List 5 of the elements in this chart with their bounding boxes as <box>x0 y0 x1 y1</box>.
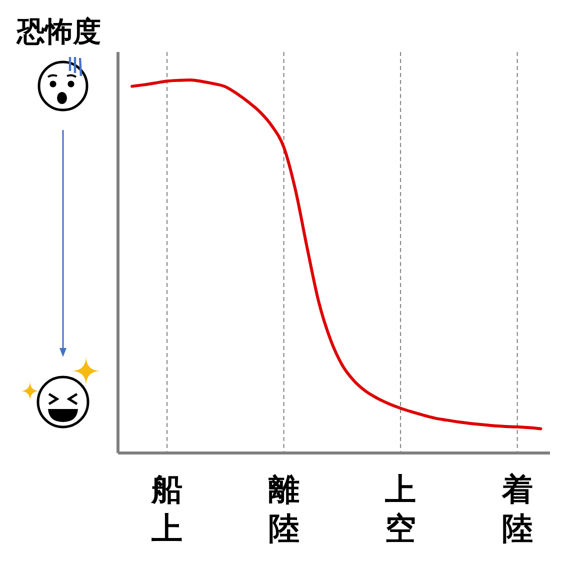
y-axis-title: 恐怖度 <box>17 15 101 48</box>
x-tick-label: 離陸 <box>267 472 300 547</box>
x-tick-label: 着陸 <box>500 472 533 547</box>
x-tick-label: 船上 <box>150 472 183 547</box>
x-tick-label: 上空 <box>384 472 416 547</box>
